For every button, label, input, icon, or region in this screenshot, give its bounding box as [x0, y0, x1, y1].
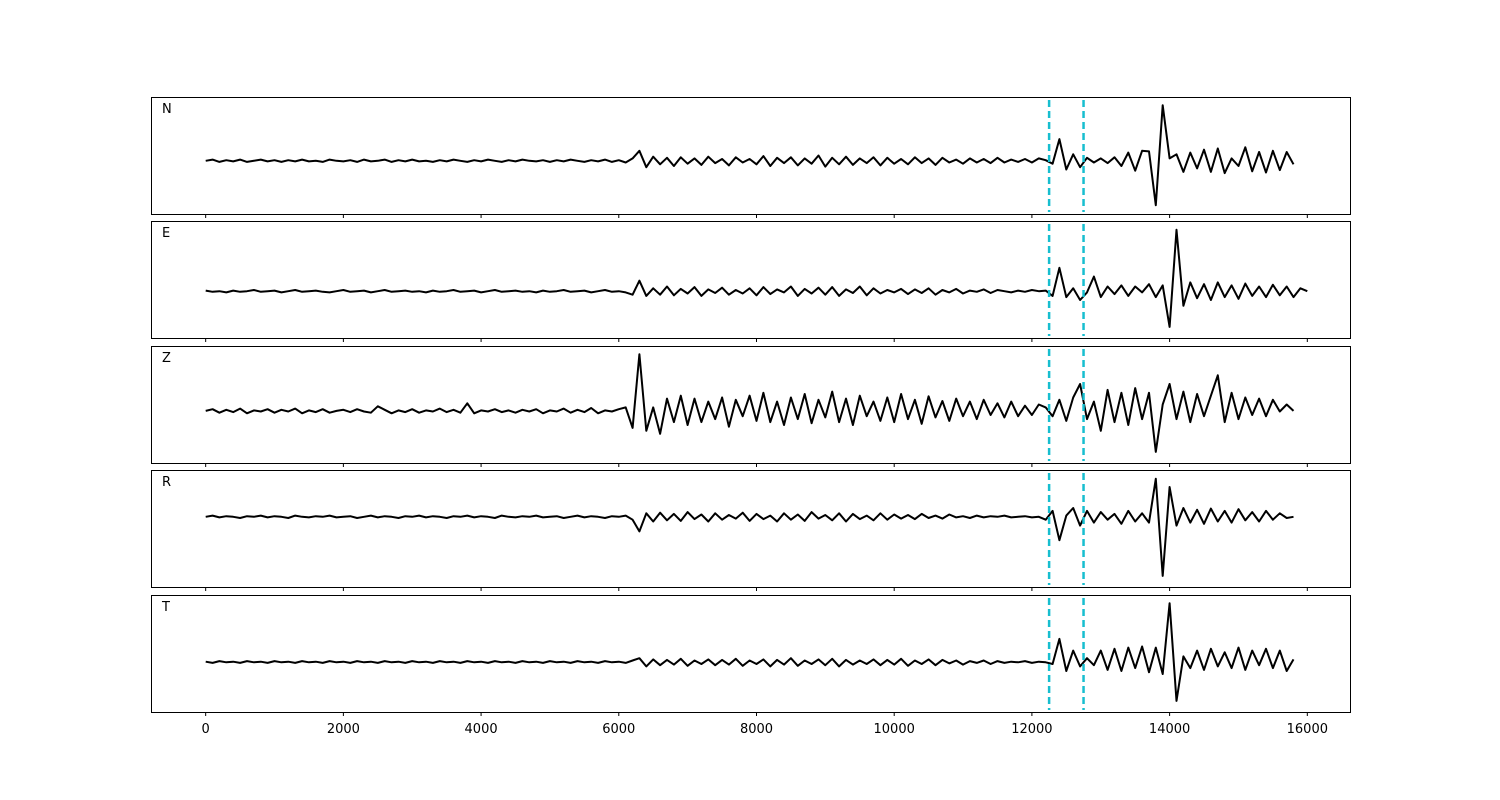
trace-e — [205, 228, 1308, 328]
trace-n — [205, 104, 1295, 207]
panel-frame — [151, 221, 1351, 339]
panels — [151, 97, 1351, 716]
trace-r — [205, 477, 1294, 577]
panel-label-z: Z — [162, 351, 171, 366]
panel-r — [151, 470, 1351, 591]
panel-label-r: R — [162, 475, 171, 490]
x-tick-label: 0 — [202, 722, 210, 737]
panel-n — [151, 97, 1351, 218]
panel-frame — [151, 595, 1351, 713]
x-tick-label: 8000 — [740, 722, 773, 737]
panel-frame — [151, 97, 1351, 215]
x-tick-label: 10000 — [874, 722, 915, 737]
panel-frame — [151, 470, 1351, 588]
x-tick-label: 16000 — [1287, 722, 1328, 737]
x-tick-labels: 0 2000 4000 6000 8000 10000 12000 14000 … — [202, 722, 1328, 737]
x-tick-label: 14000 — [1149, 722, 1190, 737]
trace-z — [205, 353, 1295, 453]
x-tick-label: 6000 — [602, 722, 635, 737]
panel-labels: N E Z R T — [161, 102, 172, 615]
trace-t — [205, 602, 1295, 702]
x-tick-label: 2000 — [327, 722, 360, 737]
panel-label-t: T — [161, 600, 170, 615]
panel-label-e: E — [162, 226, 170, 241]
panel-t — [151, 595, 1351, 716]
x-tick-label: 4000 — [465, 722, 498, 737]
panel-z — [151, 346, 1351, 467]
panel-frame — [151, 346, 1351, 464]
panel-label-n: N — [162, 102, 172, 117]
x-tick-label: 12000 — [1011, 722, 1052, 737]
panel-e — [151, 221, 1351, 342]
